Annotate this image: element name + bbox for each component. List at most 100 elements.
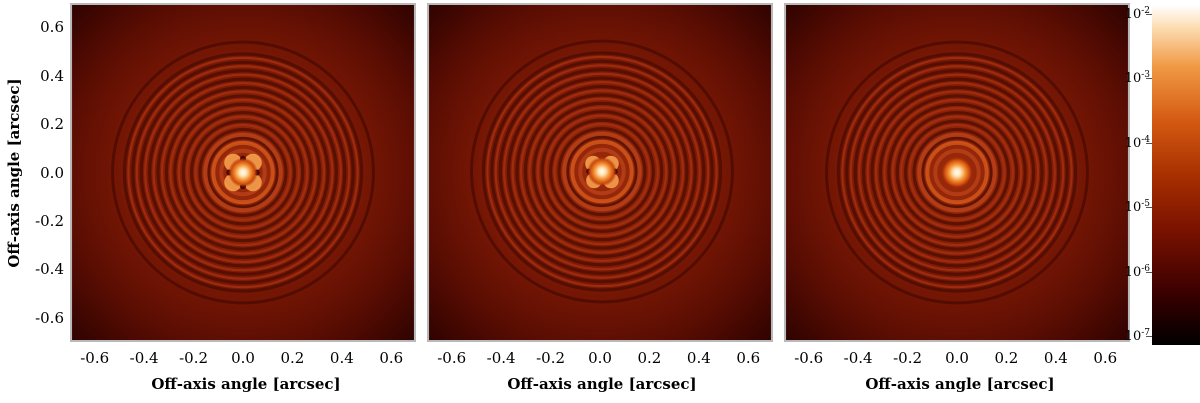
psf-inner-ring <box>933 148 981 197</box>
x-tick-label: -0.6 <box>794 349 824 367</box>
x-tick-label: 0.4 <box>686 349 711 367</box>
psf-bright-ring <box>874 90 1040 255</box>
y-tick-label: 0.6 <box>40 18 64 37</box>
psf-dark-ring <box>912 127 1002 218</box>
colorbar-tick-mark <box>1146 78 1152 80</box>
psf-dark-ring <box>164 94 322 251</box>
x-tick-label: 0.6 <box>379 349 404 367</box>
y-tick-label: -0.6 <box>35 308 64 327</box>
psf-bright-ring <box>528 97 676 246</box>
y-tick-label: 0.4 <box>40 66 64 85</box>
x-axis-label-3: Off-axis angle [arcsec] <box>865 375 1055 393</box>
psf-dark-ring <box>156 85 330 260</box>
psf-bright-ring <box>144 73 342 272</box>
psf-bright-ring <box>186 115 300 230</box>
psf-bright-ring <box>841 56 1073 289</box>
colorbar-tick-mark <box>1146 336 1152 337</box>
colorbar-tick-mark <box>1146 142 1152 144</box>
psf-bright-ring <box>160 90 326 255</box>
psf-dark-ring <box>540 110 664 233</box>
y-tick-label: 0.2 <box>40 115 64 134</box>
y-tick-label: -0.2 <box>35 211 64 230</box>
psf-dark-ring <box>887 102 1027 243</box>
psf-image-3 <box>786 5 1128 340</box>
psf-inner-ring <box>917 132 997 213</box>
psf-inner-ring <box>211 140 275 205</box>
psf-dark-ring <box>920 136 994 209</box>
colorbar-tick-mark <box>1146 14 1152 15</box>
psf-inner-ring <box>203 132 283 213</box>
x-tick-label: -0.6 <box>437 349 467 367</box>
psf-inner-ring <box>570 139 634 204</box>
psf-bright-ring <box>553 122 651 221</box>
psf-dark-ring <box>515 84 689 259</box>
x-tick-label: 0.4 <box>1043 349 1068 367</box>
colorbar-tick-label: 10-3 <box>1124 70 1150 87</box>
psf-panel-1 <box>70 3 416 342</box>
psf-dark-ring <box>206 136 280 209</box>
colorbar-tick-mark <box>1146 271 1152 273</box>
psf-dark-ring <box>181 111 305 234</box>
psf-dark-ring <box>523 93 681 250</box>
psf-bright-ring <box>194 123 292 222</box>
x-tick-label: 0.6 <box>1093 349 1118 367</box>
psf-bright-ring <box>891 107 1023 238</box>
psf-outer-ring <box>111 40 375 305</box>
psf-inner-ring <box>925 140 989 205</box>
psf-bright-ring <box>127 56 359 289</box>
psf-dark-ring <box>862 77 1052 268</box>
psf-bright-ring <box>849 65 1065 280</box>
x-tick-label: -0.2 <box>536 349 566 367</box>
psf-image-2 <box>429 5 771 340</box>
psf-dark-ring <box>870 85 1044 260</box>
x-tick-label: -0.4 <box>486 349 516 367</box>
psf-dark-ring <box>549 118 655 225</box>
psf-dark-ring <box>131 60 355 285</box>
x-axis-label-1: Off-axis angle [arcsec] <box>151 375 341 393</box>
psf-dark-ring <box>490 59 714 284</box>
x-axis-label-2: Off-axis angle [arcsec] <box>507 375 697 393</box>
psf-dark-ring <box>895 111 1019 234</box>
x-tick-label: 0.2 <box>280 349 305 367</box>
psf-dark-ring <box>836 52 1078 293</box>
colorbar-tick-label: 10-6 <box>1124 263 1150 280</box>
x-tick-label: 0.0 <box>588 349 612 367</box>
psf-bright-ring <box>519 89 685 254</box>
colorbar <box>1152 5 1200 345</box>
psf-dark-ring <box>557 126 647 217</box>
psf-core <box>941 156 973 189</box>
psf-dark-ring <box>853 69 1061 276</box>
psf-bright-ring <box>900 115 1014 230</box>
psf-core <box>228 157 258 188</box>
psf-dark-ring <box>122 52 364 293</box>
psf-bright-ring <box>511 80 693 263</box>
psf-inner-ring <box>219 148 267 197</box>
psf-bright-ring <box>503 72 701 271</box>
psf-bright-ring <box>908 123 1006 222</box>
psf-panel-2 <box>427 3 773 342</box>
psf-dark-ring <box>148 77 338 268</box>
psf-dark-ring <box>173 102 313 243</box>
x-tick-label: 0.0 <box>231 349 255 367</box>
psf-bright-ring <box>135 65 351 280</box>
psf-image-1 <box>72 5 414 340</box>
psf-dark-ring <box>190 119 296 226</box>
x-tick-label: 0.6 <box>736 349 761 367</box>
psf-bright-ring <box>883 98 1031 247</box>
x-tick-label: -0.2 <box>179 349 209 367</box>
y-tick-label: 0.0 <box>40 163 64 182</box>
x-tick-label: -0.6 <box>80 349 110 367</box>
psf-dark-ring <box>532 101 672 242</box>
psf-dark-ring <box>139 69 347 276</box>
colorbar-tick-label: 10-2 <box>1124 5 1150 23</box>
psf-bright-ring <box>152 81 334 264</box>
psf-panel-3 <box>784 3 1130 342</box>
psf-inner-ring <box>578 147 626 196</box>
psf-bright-ring <box>545 114 659 229</box>
x-tick-label: -0.4 <box>129 349 159 367</box>
x-tick-label: -0.4 <box>843 349 873 367</box>
y-tick-label: -0.4 <box>35 260 64 279</box>
psf-bright-ring <box>169 98 317 247</box>
psf-inner-ring <box>562 131 642 212</box>
psf-bright-ring <box>536 106 668 237</box>
